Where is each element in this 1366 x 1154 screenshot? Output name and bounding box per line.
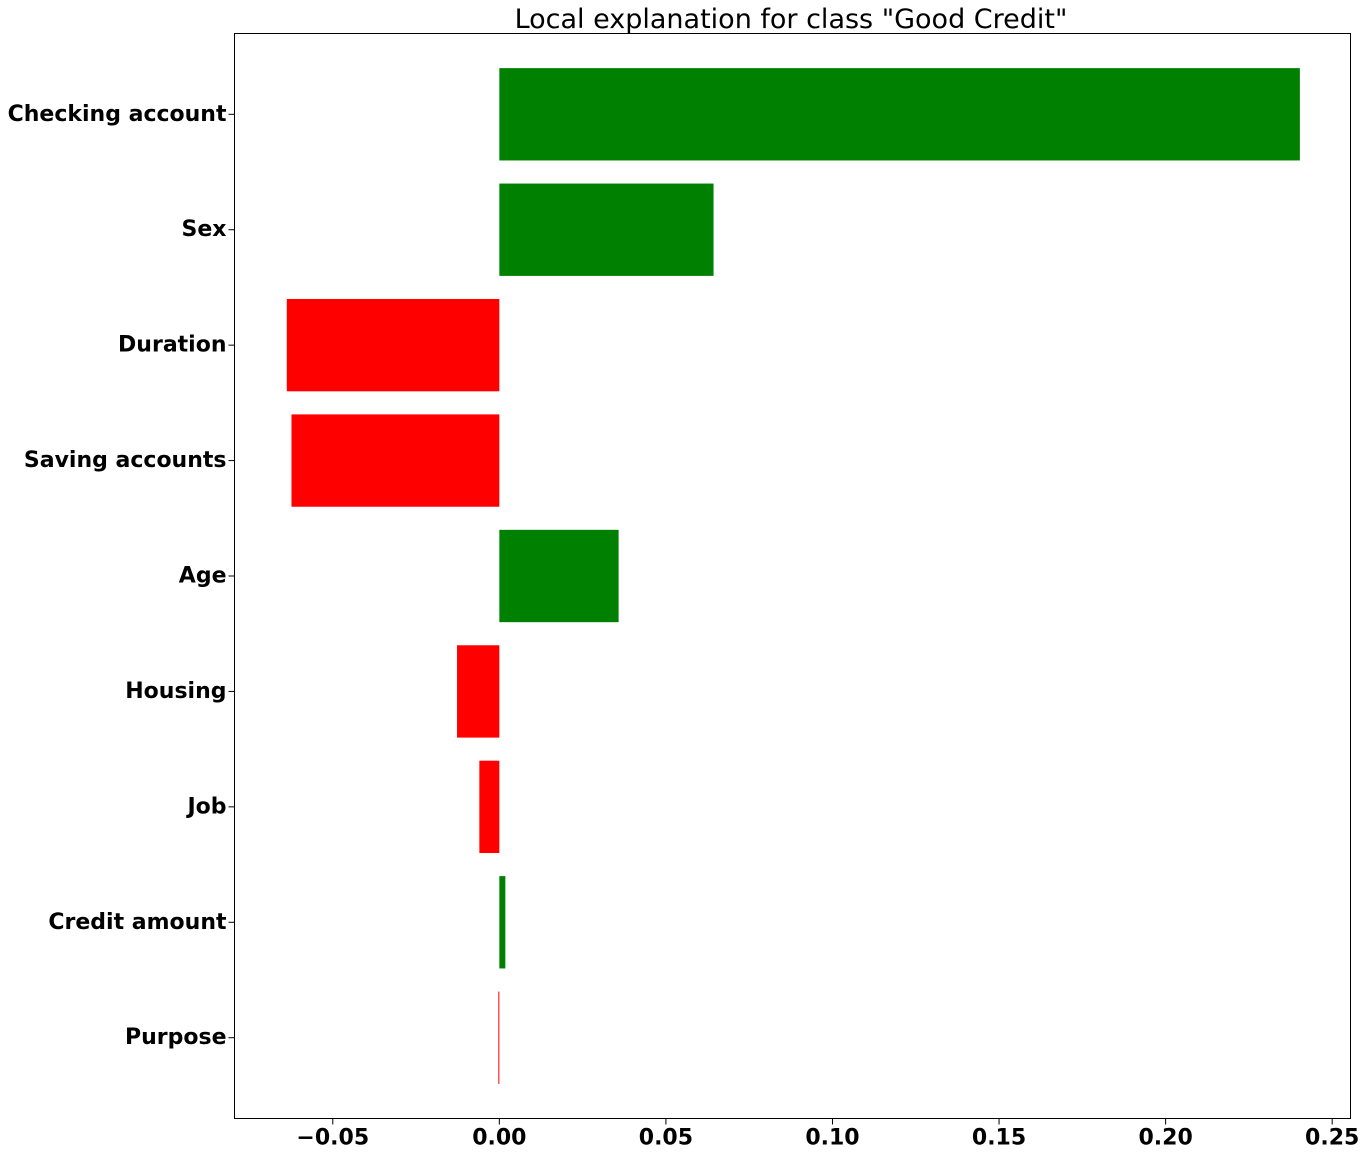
bar-duration (286, 298, 500, 392)
bars (286, 68, 1300, 1084)
y-tick-label: Sex (182, 217, 227, 242)
y-tick-label: Credit amount (48, 910, 227, 935)
bar-credit-amount (499, 876, 506, 969)
x-tick-label: 0.05 (639, 1126, 693, 1151)
x-tick-label: 0.20 (1138, 1126, 1192, 1151)
y-axis: Purpose Credit amount Job Housing Age Saving … (8, 102, 235, 1050)
y-tick-label: Checking account (8, 102, 227, 127)
y-tick-label: Job (185, 794, 226, 819)
bar-checking-account (499, 68, 1300, 161)
plot-frame (234, 33, 1351, 1119)
x-axis: −0.05 0.00 0.05 0.10 0.15 0.20 0.25 (296, 1118, 1359, 1151)
y-tick-label: Saving accounts (24, 448, 227, 473)
x-tick-label: 0.10 (805, 1126, 859, 1151)
bar-housing (457, 645, 500, 738)
x-tick-label: 0.15 (972, 1126, 1026, 1151)
y-tick-label: Age (179, 564, 227, 589)
chart-title: Local explanation for class "Good Credit… (515, 4, 1068, 35)
y-tick-label: Duration (118, 333, 226, 358)
bar-saving-accounts (291, 414, 500, 507)
bar-age (499, 529, 619, 623)
bar-sex (499, 183, 714, 276)
bar-purpose (498, 991, 500, 1084)
x-tick-label: 0.25 (1305, 1126, 1359, 1151)
x-tick-label: −0.05 (296, 1126, 369, 1151)
x-tick-label: 0.00 (472, 1126, 526, 1151)
y-tick-label: Purpose (125, 1025, 227, 1050)
y-tick-label: Housing (125, 679, 226, 704)
bar-job (479, 760, 500, 854)
